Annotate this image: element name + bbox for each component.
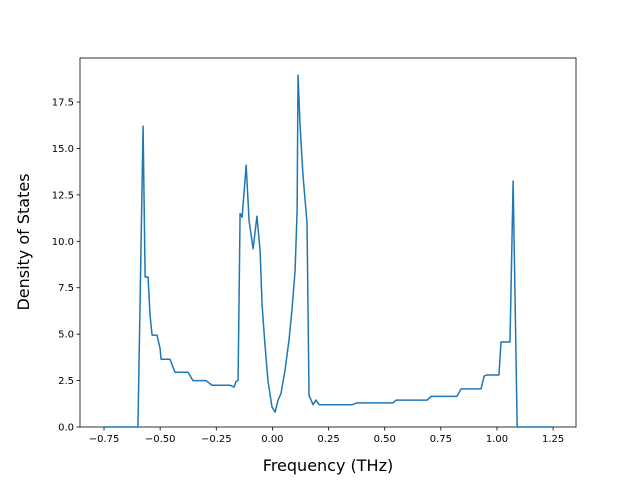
x-tick-label: −0.25 — [201, 434, 232, 445]
x-tick-label: 0.75 — [430, 434, 452, 445]
y-axis-label: Density of States — [14, 173, 33, 310]
x-tick-label: 0.25 — [317, 434, 339, 445]
x-tick-label: −0.75 — [89, 434, 120, 445]
y-tick-label: 7.5 — [58, 283, 74, 294]
line — [104, 74, 554, 428]
y-tick-label: 0.0 — [58, 423, 74, 434]
y-tick-label: 12.5 — [52, 190, 74, 201]
y-tick-label: 17.5 — [52, 98, 74, 109]
y-tick-label: 2.5 — [58, 376, 74, 387]
y-tick-label: 5.0 — [58, 330, 74, 341]
x-tick-label: 1.00 — [486, 434, 508, 445]
y-tick-label: 15.0 — [52, 144, 74, 155]
x-tick-label: 0.50 — [374, 434, 396, 445]
x-tick-label: −0.50 — [145, 434, 176, 445]
x-axis-label: Frequency (THz) — [263, 456, 393, 475]
x-tick-label: 1.25 — [542, 434, 564, 445]
y-tick-label: 10.0 — [52, 237, 74, 248]
plot-frame — [79, 57, 577, 428]
x-tick-label: 0.00 — [261, 434, 283, 445]
